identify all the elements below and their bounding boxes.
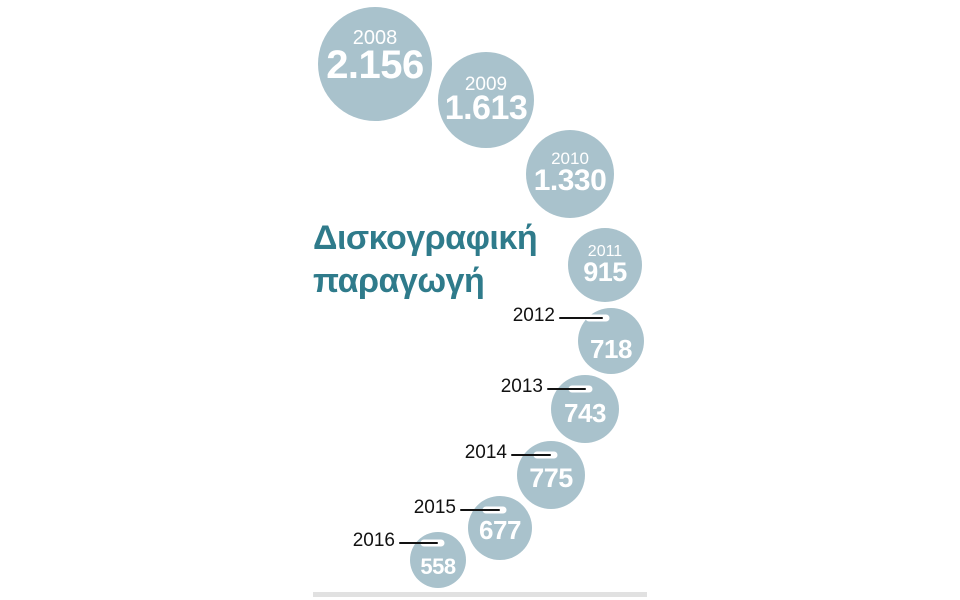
year-label-2013: 2013 (501, 376, 543, 397)
bubble-value-2016: 558 (420, 554, 455, 579)
bubble-year-2011: 2011 (588, 243, 623, 260)
bubble-year-2010: 2010 (551, 149, 589, 168)
bubble-2013 (551, 375, 619, 443)
bubble-value-2012: 718 (590, 334, 632, 364)
bubble-value-2014: 775 (529, 463, 573, 493)
bubble-2009 (438, 52, 534, 148)
bubble-2010 (526, 130, 614, 218)
bubble-value-2010: 1.330 (534, 164, 607, 197)
bubble-value-2009: 1.613 (445, 89, 528, 127)
bubble-value-2011: 915 (583, 257, 627, 287)
bubble-value-2015: 677 (479, 515, 521, 545)
bubble-value-2013: 743 (564, 398, 606, 428)
chart-title-line-2: παραγωγή (313, 262, 485, 300)
bubble-2012 (578, 308, 644, 374)
bubble-year-2008: 2008 (353, 27, 398, 49)
year-label-2014: 2014 (465, 442, 508, 463)
bubble-year-2009: 2009 (465, 74, 507, 95)
year-label-2015: 2015 (414, 497, 456, 518)
baseline-bar (313, 592, 647, 597)
year-label-2012: 2012 (513, 305, 555, 326)
bubble-2011 (568, 228, 642, 302)
bubble-2014 (517, 441, 585, 509)
chart-title-line-1: Δισκογραφική (313, 219, 538, 257)
year-label-2016: 2016 (353, 530, 395, 551)
bubble-2008 (318, 7, 432, 121)
bubble-value-2008: 2.156 (326, 43, 424, 87)
chart-title: Δισκογραφική παραγωγή (313, 217, 538, 303)
